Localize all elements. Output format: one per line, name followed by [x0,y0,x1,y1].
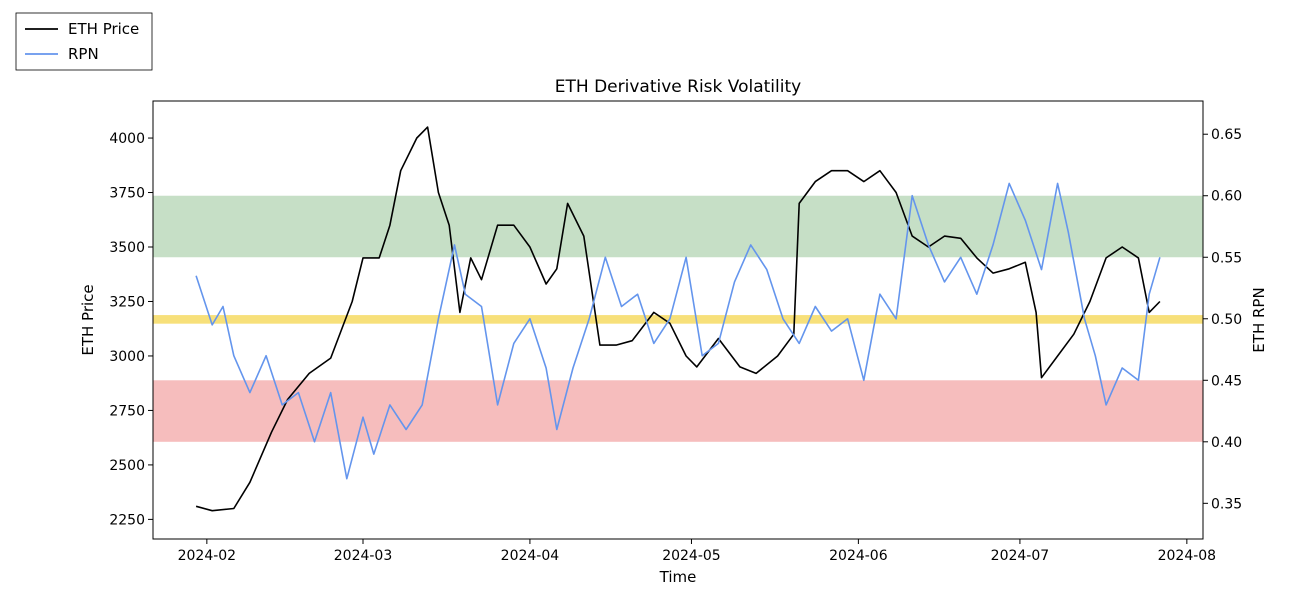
bands-layer [153,195,1203,442]
y-right-tick-label: 0.40 [1211,435,1242,451]
x-tick-label: 2024-04 [501,548,560,564]
legend-label-eth-price: ETH Price [68,20,139,38]
y-left-tick-label: 3750 [109,186,145,202]
legend-label-rpn: RPN [68,45,99,63]
x-tick-label: 2024-05 [662,548,721,564]
series-layer [195,126,1161,512]
y-left-tick-label: 3250 [109,294,145,310]
y-right-tick-label: 0.35 [1211,496,1242,512]
band-1 [153,315,1203,324]
y-right-tick-label: 0.60 [1211,189,1242,205]
y-right-tick-label: 0.45 [1211,373,1242,389]
band-2 [153,380,1203,442]
y-right-tick-label: 0.65 [1211,127,1242,143]
y-left-tick-label: 3500 [109,240,145,256]
legend: ETH Price RPN [15,12,153,71]
y-left-tick-label: 2250 [109,512,145,528]
series-line-rpn [195,182,1161,480]
y-left-tick-label: 4000 [109,131,145,147]
y-left-axis-label: ETH Price [79,284,97,355]
series-line-eth-price [195,126,1161,512]
y-right-tick-label: 0.55 [1211,250,1242,266]
y-left-ticks: 2250 2500 2750 3000 3250 3500 3750 4000 [109,131,153,528]
y-left-tick-label: 2750 [109,403,145,419]
y-right-axis-label: ETH RPN [1250,287,1268,352]
y-right-tick-label: 0.50 [1211,312,1242,328]
x-tick-label: 2024-07 [991,548,1050,564]
y-left-tick-label: 2500 [109,458,145,474]
x-tick-label: 2024-08 [1158,548,1217,564]
x-tick-label: 2024-02 [178,548,237,564]
x-tick-label: 2024-06 [829,548,888,564]
plot-frame [152,100,1204,540]
x-tick-label: 2024-03 [334,548,393,564]
x-ticks: 2024-02 2024-03 2024-04 2024-05 2024-06 2024-… [178,539,1217,564]
legend-box [15,12,153,71]
x-axis-label: Time [659,568,697,586]
y-right-ticks: 0.35 0.40 0.45 0.50 0.55 0.60 0.65 [1203,127,1242,512]
chart-title: ETH Derivative Risk Volatility [555,77,801,97]
y-left-tick-label: 3000 [109,349,145,365]
